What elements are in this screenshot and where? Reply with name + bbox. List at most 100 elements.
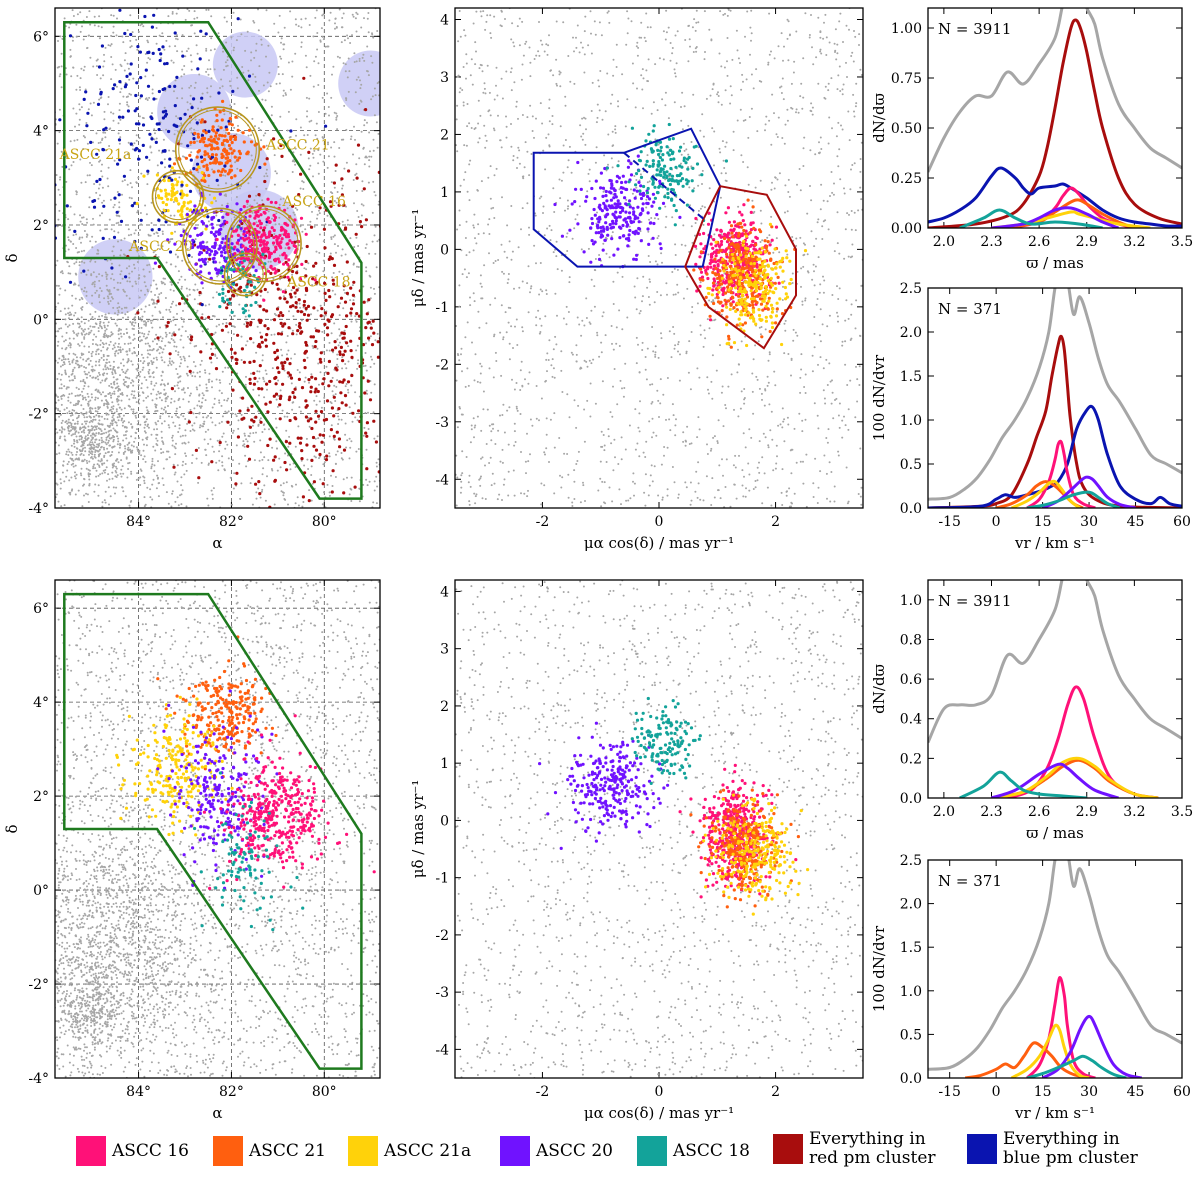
data-point [148, 368, 151, 371]
data-point [113, 352, 116, 355]
data-point [117, 288, 120, 291]
data-point [71, 360, 74, 362]
data-point [341, 17, 344, 19]
data-point [78, 236, 81, 239]
data-point [88, 415, 91, 418]
data-point [177, 328, 180, 331]
data-point [180, 413, 182, 416]
data-point [148, 362, 151, 365]
data-point [101, 342, 104, 344]
data-point [371, 33, 374, 36]
data-point [231, 293, 235, 297]
data-point [81, 426, 84, 429]
data-point [0, 315, 1, 317]
data-point [181, 325, 184, 328]
data-point [318, 251, 321, 254]
data-point [351, 302, 356, 306]
data-point [183, 73, 186, 76]
data-point [277, 31, 280, 34]
data-point [220, 269, 224, 273]
data-point [127, 468, 130, 470]
data-point [227, 397, 230, 400]
data-point [116, 474, 119, 477]
data-point [117, 345, 120, 348]
data-point [361, 180, 364, 183]
data-point [265, 144, 268, 147]
data-point [19, 233, 21, 235]
data-point [114, 68, 117, 71]
data-point [319, 314, 323, 318]
data-point [190, 68, 193, 71]
data-point [155, 410, 157, 412]
data-point [137, 384, 140, 387]
data-point [332, 437, 335, 440]
data-point [133, 307, 136, 310]
data-point [306, 134, 309, 136]
data-point [281, 233, 284, 236]
data-point [36, 431, 38, 433]
data-point [105, 368, 107, 371]
data-point [165, 491, 168, 494]
data-point [45, 396, 47, 398]
data-point [356, 419, 359, 422]
data-point [176, 416, 179, 418]
data-point [161, 245, 164, 248]
data-point [79, 30, 82, 33]
data-point [172, 421, 175, 424]
data-point [110, 56, 113, 58]
data-point [38, 274, 40, 276]
data-point [181, 97, 184, 100]
data-point [104, 469, 107, 471]
data-point [235, 39, 238, 42]
data-point [103, 499, 106, 502]
data-point [208, 257, 212, 261]
data-point [191, 256, 193, 258]
data-point [278, 203, 281, 206]
data-point [141, 510, 143, 512]
data-point [180, 122, 183, 125]
data-point [128, 398, 131, 401]
data-point [99, 452, 102, 455]
data-point [168, 415, 170, 418]
data-point [302, 358, 306, 362]
data-point [347, 169, 351, 173]
data-point [92, 271, 95, 274]
data-point [229, 137, 233, 141]
data-point [69, 240, 72, 243]
data-point [137, 363, 140, 366]
data-point [298, 302, 301, 305]
data-point [198, 375, 201, 378]
data-point [262, 308, 266, 312]
data-point [68, 375, 70, 378]
data-point [152, 361, 155, 364]
data-point [352, 280, 356, 284]
data-point [279, 484, 282, 487]
data-point [72, 234, 75, 237]
data-point [48, 423, 50, 425]
data-point [276, 447, 278, 450]
data-point [148, 263, 151, 266]
data-point [126, 443, 129, 446]
data-point [192, 412, 195, 415]
data-point [230, 183, 233, 186]
data-point [49, 467, 51, 469]
data-point [210, 460, 214, 464]
data-point [77, 284, 80, 287]
data-point [78, 264, 81, 267]
data-point [214, 134, 218, 138]
data-point [288, 418, 292, 423]
data-point [299, 331, 303, 335]
data-point [162, 443, 165, 445]
data-point [184, 18, 187, 21]
data-point [168, 157, 172, 161]
data-point [94, 317, 96, 320]
data-point [199, 29, 203, 33]
data-point [60, 422, 63, 424]
data-point [324, 223, 327, 226]
data-point [291, 304, 295, 308]
data-point [155, 137, 158, 140]
data-point [21, 432, 23, 434]
data-point [354, 17, 357, 20]
data-point [121, 392, 124, 394]
data-point [117, 214, 120, 217]
